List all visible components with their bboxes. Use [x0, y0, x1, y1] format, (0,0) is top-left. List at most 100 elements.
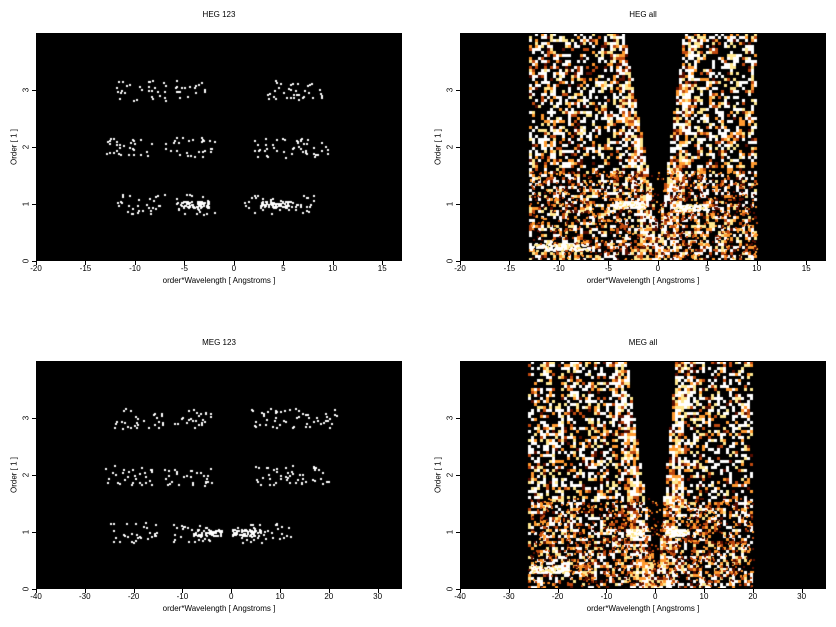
- x-tick-label: 0: [231, 264, 237, 273]
- x-tick-mark: [182, 589, 184, 593]
- plot-area: [36, 33, 402, 261]
- x-tick-label: -5: [180, 264, 188, 273]
- y-tick-mark: [32, 147, 36, 148]
- x-tick-mark: [382, 261, 384, 265]
- x-tick-label: 10: [752, 264, 762, 273]
- x-tick-label: 0: [652, 592, 658, 601]
- y-tick-mark: [456, 261, 460, 262]
- heatmap-image: [460, 33, 826, 261]
- x-axis-label: order*Wavelength [ Angstroms ]: [162, 604, 276, 613]
- x-tick-mark: [606, 589, 608, 593]
- x-tick-mark: [332, 261, 334, 265]
- x-tick-mark: [283, 261, 285, 265]
- x-tick-label: -10: [129, 264, 141, 273]
- y-tick-label: 2: [445, 144, 455, 150]
- chart-title: MEG all: [628, 338, 658, 347]
- x-tick-label: -20: [454, 264, 466, 273]
- y-tick-label: 3: [21, 415, 31, 421]
- y-tick-label: 0: [21, 258, 31, 264]
- y-tick-label: 3: [445, 87, 455, 93]
- x-tick-mark: [509, 261, 511, 265]
- y-tick-label: 1: [21, 201, 31, 207]
- y-tick-label: 2: [445, 472, 455, 478]
- heatmap-image: [36, 361, 402, 589]
- x-tick-label: -5: [604, 264, 612, 273]
- plot-area: [36, 361, 402, 589]
- x-axis-label: order*Wavelength [ Angstroms ]: [586, 276, 700, 285]
- y-tick-mark: [32, 418, 36, 419]
- x-tick-label: 30: [373, 592, 383, 601]
- x-tick-label: 15: [801, 264, 811, 273]
- x-tick-mark: [460, 261, 461, 265]
- plot-area: [460, 361, 826, 589]
- y-tick-mark: [456, 90, 460, 91]
- axes-frame: [36, 33, 402, 261]
- y-tick-mark: [456, 475, 460, 476]
- x-tick-mark: [655, 589, 657, 593]
- axes-frame: [36, 361, 402, 589]
- x-tick-mark: [801, 589, 803, 593]
- y-tick-mark: [456, 204, 460, 205]
- x-tick-mark: [231, 589, 233, 593]
- x-tick-label: -40: [30, 592, 42, 601]
- y-axis-label: Order [ 1 ]: [9, 128, 19, 166]
- y-tick-label: 0: [445, 258, 455, 264]
- x-axis-label: order*Wavelength [ Angstroms ]: [586, 604, 700, 613]
- x-tick-label: -15: [79, 264, 92, 273]
- y-tick-label: 2: [21, 472, 31, 478]
- x-tick-mark: [558, 261, 560, 265]
- x-tick-mark: [184, 261, 186, 265]
- y-tick-label: 3: [21, 87, 31, 93]
- y-tick-mark: [456, 147, 460, 148]
- x-tick-label: -30: [79, 592, 91, 601]
- chart-title: HEG 123: [202, 10, 236, 19]
- x-tick-mark: [36, 261, 37, 265]
- x-tick-mark: [557, 589, 559, 593]
- y-tick-label: 0: [445, 586, 455, 592]
- y-tick-mark: [32, 589, 36, 590]
- x-tick-label: -10: [600, 592, 613, 601]
- x-tick-label: -40: [454, 592, 466, 601]
- x-tick-label: -15: [503, 264, 516, 273]
- x-tick-mark: [657, 261, 659, 265]
- x-tick-label: 15: [377, 264, 387, 273]
- y-tick-mark: [456, 418, 460, 419]
- x-tick-mark: [134, 261, 136, 265]
- x-tick-label: -20: [127, 592, 140, 601]
- y-tick-label: 1: [445, 529, 455, 535]
- y-tick-mark: [456, 589, 460, 590]
- y-tick-mark: [32, 204, 36, 205]
- chart-title: HEG all: [629, 10, 657, 19]
- plot-area: [460, 33, 826, 261]
- y-axis-label: Order [ 1 ]: [433, 128, 443, 166]
- x-tick-mark: [84, 589, 86, 593]
- x-tick-mark: [756, 261, 758, 265]
- x-tick-mark: [806, 261, 808, 265]
- chart-title: MEG 123: [202, 338, 236, 347]
- y-tick-mark: [32, 475, 36, 476]
- x-tick-mark: [704, 589, 705, 593]
- x-tick-mark: [133, 589, 135, 593]
- x-tick-label: -10: [176, 592, 189, 601]
- x-tick-mark: [608, 261, 610, 265]
- heatmap-image: [36, 33, 402, 261]
- y-tick-mark: [32, 532, 36, 533]
- axes-frame: [460, 361, 826, 589]
- x-tick-label: 5: [281, 264, 286, 273]
- x-tick-label: 0: [228, 592, 234, 601]
- x-tick-label: 30: [797, 592, 807, 601]
- x-tick-mark: [85, 261, 87, 265]
- x-tick-mark: [280, 589, 281, 593]
- y-tick-mark: [32, 90, 36, 91]
- x-tick-label: 10: [275, 592, 285, 601]
- x-tick-label: -30: [503, 592, 515, 601]
- y-axis-label: Order [ 1 ]: [9, 456, 19, 494]
- y-tick-label: 2: [21, 144, 31, 150]
- x-tick-label: -10: [553, 264, 565, 273]
- x-tick-label: -20: [551, 592, 564, 601]
- x-tick-label: 20: [324, 592, 334, 601]
- x-axis-label: order*Wavelength [ Angstroms ]: [162, 276, 276, 285]
- x-tick-mark: [752, 589, 754, 593]
- x-tick-label: 20: [748, 592, 758, 601]
- x-tick-mark: [508, 589, 510, 593]
